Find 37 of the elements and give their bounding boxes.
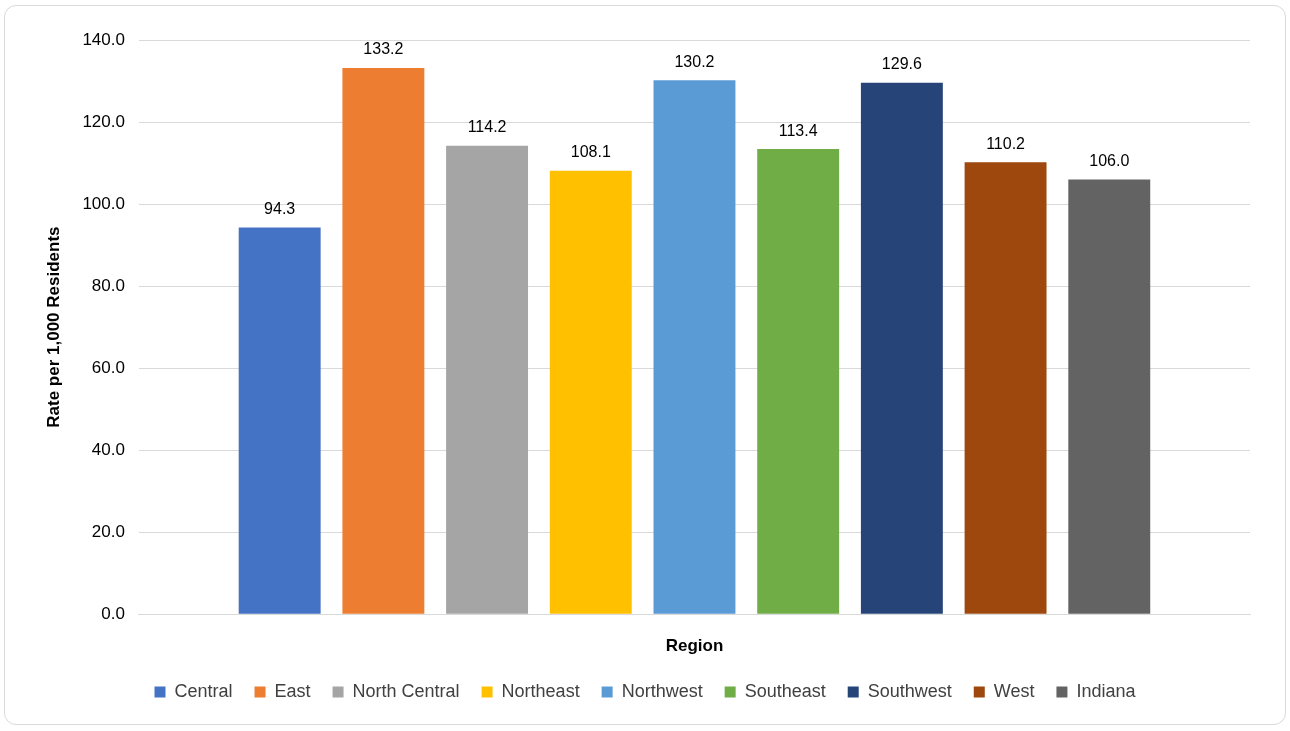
bar: [446, 145, 529, 614]
legend-label: Southeast: [744, 680, 826, 701]
legend-label: East: [274, 680, 311, 701]
bar: [757, 149, 840, 614]
data-label: 114.2: [467, 118, 507, 136]
bar: [549, 170, 632, 614]
y-tick-label: 40.0: [91, 439, 125, 459]
y-tick-label: 120.0: [82, 111, 125, 131]
y-tick-label: 80.0: [91, 275, 125, 295]
legend-label: Southwest: [867, 680, 952, 701]
y-tick-label: 60.0: [91, 357, 125, 377]
data-label: 129.6: [881, 55, 922, 73]
legend-label: Indiana: [1076, 680, 1137, 701]
bar: [653, 80, 736, 614]
data-label: 110.2: [986, 134, 1026, 152]
data-label: 108.1: [570, 143, 611, 161]
data-label: 133.2: [363, 40, 404, 58]
legend-label: West: [993, 680, 1035, 701]
bar: [964, 162, 1047, 614]
legend-label: Northeast: [501, 680, 580, 701]
bar: [342, 67, 425, 614]
y-tick-label: 100.0: [82, 193, 125, 213]
y-axis-title: Rate per 1,000 Residents: [43, 226, 63, 428]
x-axis-title: Region: [665, 636, 724, 656]
data-label: 94.3: [264, 199, 296, 217]
bar: [238, 227, 321, 614]
legend-label: North Central: [352, 680, 460, 701]
legend-label: Northwest: [621, 680, 703, 701]
y-tick-label: 140.0: [82, 29, 125, 49]
data-label: 113.4: [778, 121, 818, 139]
legend-label: Central: [174, 680, 233, 701]
bar: [1068, 179, 1151, 614]
y-tick-label: 20.0: [91, 521, 125, 541]
data-label: 130.2: [674, 52, 715, 70]
bar: [860, 82, 943, 614]
y-tick-label: 0.0: [101, 603, 125, 623]
data-label: 106.0: [1089, 151, 1130, 169]
